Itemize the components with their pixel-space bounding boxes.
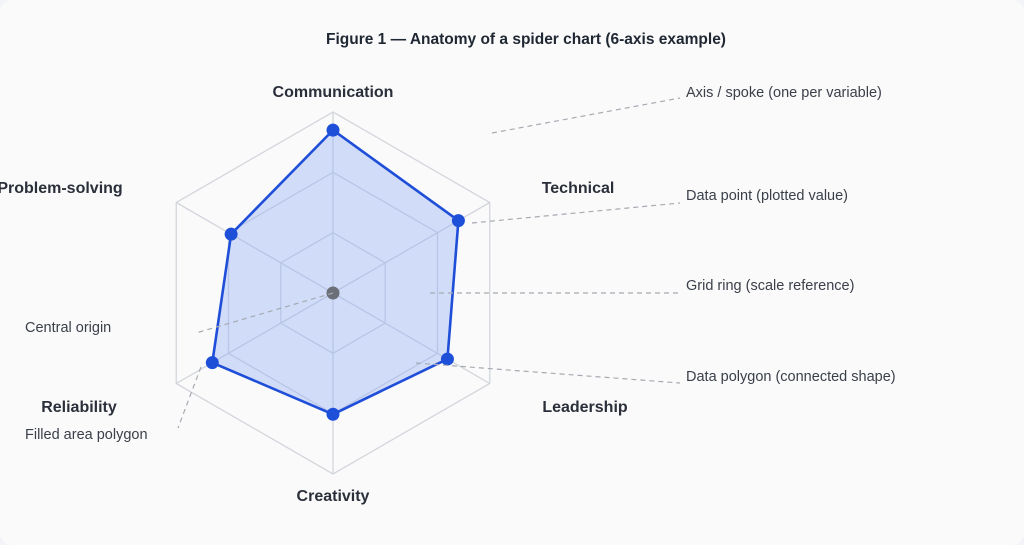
leader-line-filled-area <box>177 366 202 429</box>
callout-central-origin: Central origin <box>25 320 111 336</box>
axis-label-leadership: Leadership <box>542 399 628 416</box>
data-points <box>205 123 465 421</box>
data-point-technical <box>451 214 465 228</box>
axis-label-reliability: Reliability <box>41 399 117 416</box>
figure-title: Figure 1 — Anatomy of a spider chart (6-… <box>326 31 726 48</box>
axis-label-creativity: Creativity <box>297 488 370 505</box>
data-point-communication <box>326 123 340 137</box>
callout-axis-spoke: Axis / spoke (one per variable) <box>686 85 882 101</box>
axis-spoke-2 <box>332 292 491 385</box>
leader-line-central-origin <box>195 292 334 334</box>
axis-label-technical: Technical <box>542 180 615 197</box>
leader-line-data-polygon <box>415 362 681 384</box>
leader-line-axis-spoke <box>491 97 681 134</box>
callout-data-point: Data point (plotted value) <box>686 188 848 204</box>
callout-grid-ring: Grid ring (scale reference) <box>686 278 854 294</box>
data-point-reliability <box>205 356 219 370</box>
axis-label-problem-solving: Problem-solving <box>0 180 123 197</box>
axis-spokes <box>175 112 491 474</box>
axis-spoke-5 <box>175 201 334 294</box>
data-point-problem-solving <box>224 227 238 241</box>
data-point-leadership <box>440 352 454 366</box>
axis-label-communication: Communication <box>273 84 394 101</box>
leader-line-data-point <box>471 202 681 224</box>
callout-filled-area: Filled area polygon <box>25 427 148 443</box>
data-point-creativity <box>326 407 340 421</box>
axis-spoke-4 <box>175 292 334 385</box>
callout-data-polygon: Data polygon (connected shape) <box>686 369 896 385</box>
data-polygon <box>211 128 460 416</box>
